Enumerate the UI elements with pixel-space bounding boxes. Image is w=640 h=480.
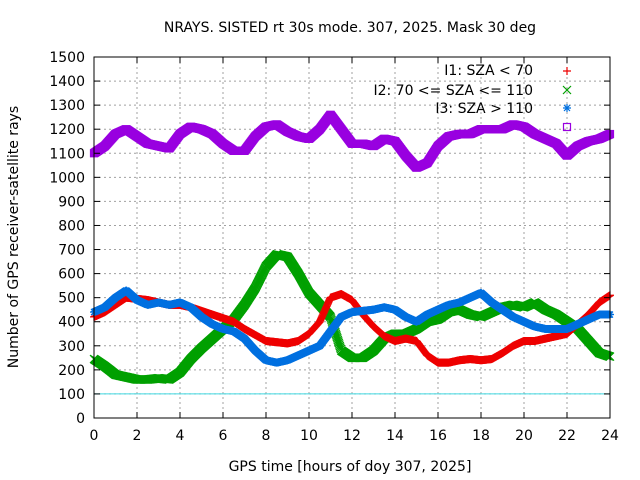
x-tick-label: 0: [90, 428, 99, 444]
y-tick-label: 800: [58, 218, 85, 234]
legend-label-i1: I1: SZA < 70: [444, 63, 533, 79]
x-tick-label: 4: [176, 428, 185, 444]
y-tick-label: 1500: [49, 50, 85, 66]
x-tick-label: 18: [472, 428, 490, 444]
x-axis-ticks: 0 2 4 6 8 10 12 14 16 18 20 22 24: [90, 57, 619, 444]
y-tick-label: 0: [76, 411, 85, 427]
x-tick-label: 2: [133, 428, 142, 444]
x-tick-label: 12: [343, 428, 361, 444]
legend-marker-1: [563, 67, 571, 75]
y-tick-label: 500: [58, 291, 85, 307]
y-tick-label: 1200: [49, 122, 85, 138]
legend-label-i2: I2: 70 <= SZA <= 110: [373, 83, 533, 99]
y-tick-label: 1000: [49, 170, 85, 186]
series-4: [89, 110, 615, 172]
legend-marker-4: [562, 122, 572, 132]
y-axis-ticks: 0 100 200 300 400 500 600 700 800 900 1000 1100 1200…: [49, 50, 610, 427]
x-tick-label: 6: [219, 428, 228, 444]
legend-marker-3: [563, 104, 571, 112]
y-tick-label: 100: [58, 387, 85, 403]
legend-marker-2: [562, 85, 572, 95]
x-tick-label: 14: [386, 428, 404, 444]
y-tick-label: 700: [58, 243, 85, 259]
x-tick-label: 16: [429, 428, 447, 444]
y-tick-label: 1100: [49, 146, 85, 162]
y-tick-label: 1300: [49, 98, 85, 114]
y-axis-label: Number of GPS receiver-satellite rays: [6, 106, 22, 368]
series-layer: [89, 110, 615, 384]
y-tick-label: 400: [58, 315, 85, 331]
chart-title: NRAYS. SISTED rt 30s mode. 307, 2025. Ma…: [164, 20, 536, 36]
x-tick-label: 24: [601, 428, 619, 444]
x-tick-label: 10: [300, 428, 318, 444]
y-tick-label: 200: [58, 363, 85, 379]
legend-label-i3: I3: SZA > 110: [435, 101, 533, 117]
legend: I1: SZA < 70 I2: 70 <= SZA <= 110 I3: SZ…: [373, 63, 572, 132]
series-3: [90, 286, 614, 367]
y-tick-label: 1400: [49, 74, 85, 90]
x-axis-label: GPS time [hours of doy 307, 2025]: [229, 459, 472, 475]
y-tick-label: 300: [58, 339, 85, 355]
y-tick-label: 900: [58, 194, 85, 210]
grid: [94, 57, 610, 418]
x-tick-label: 8: [262, 428, 271, 444]
x-tick-label: 22: [558, 428, 576, 444]
x-tick-label: 20: [515, 428, 533, 444]
y-tick-label: 600: [58, 267, 85, 283]
